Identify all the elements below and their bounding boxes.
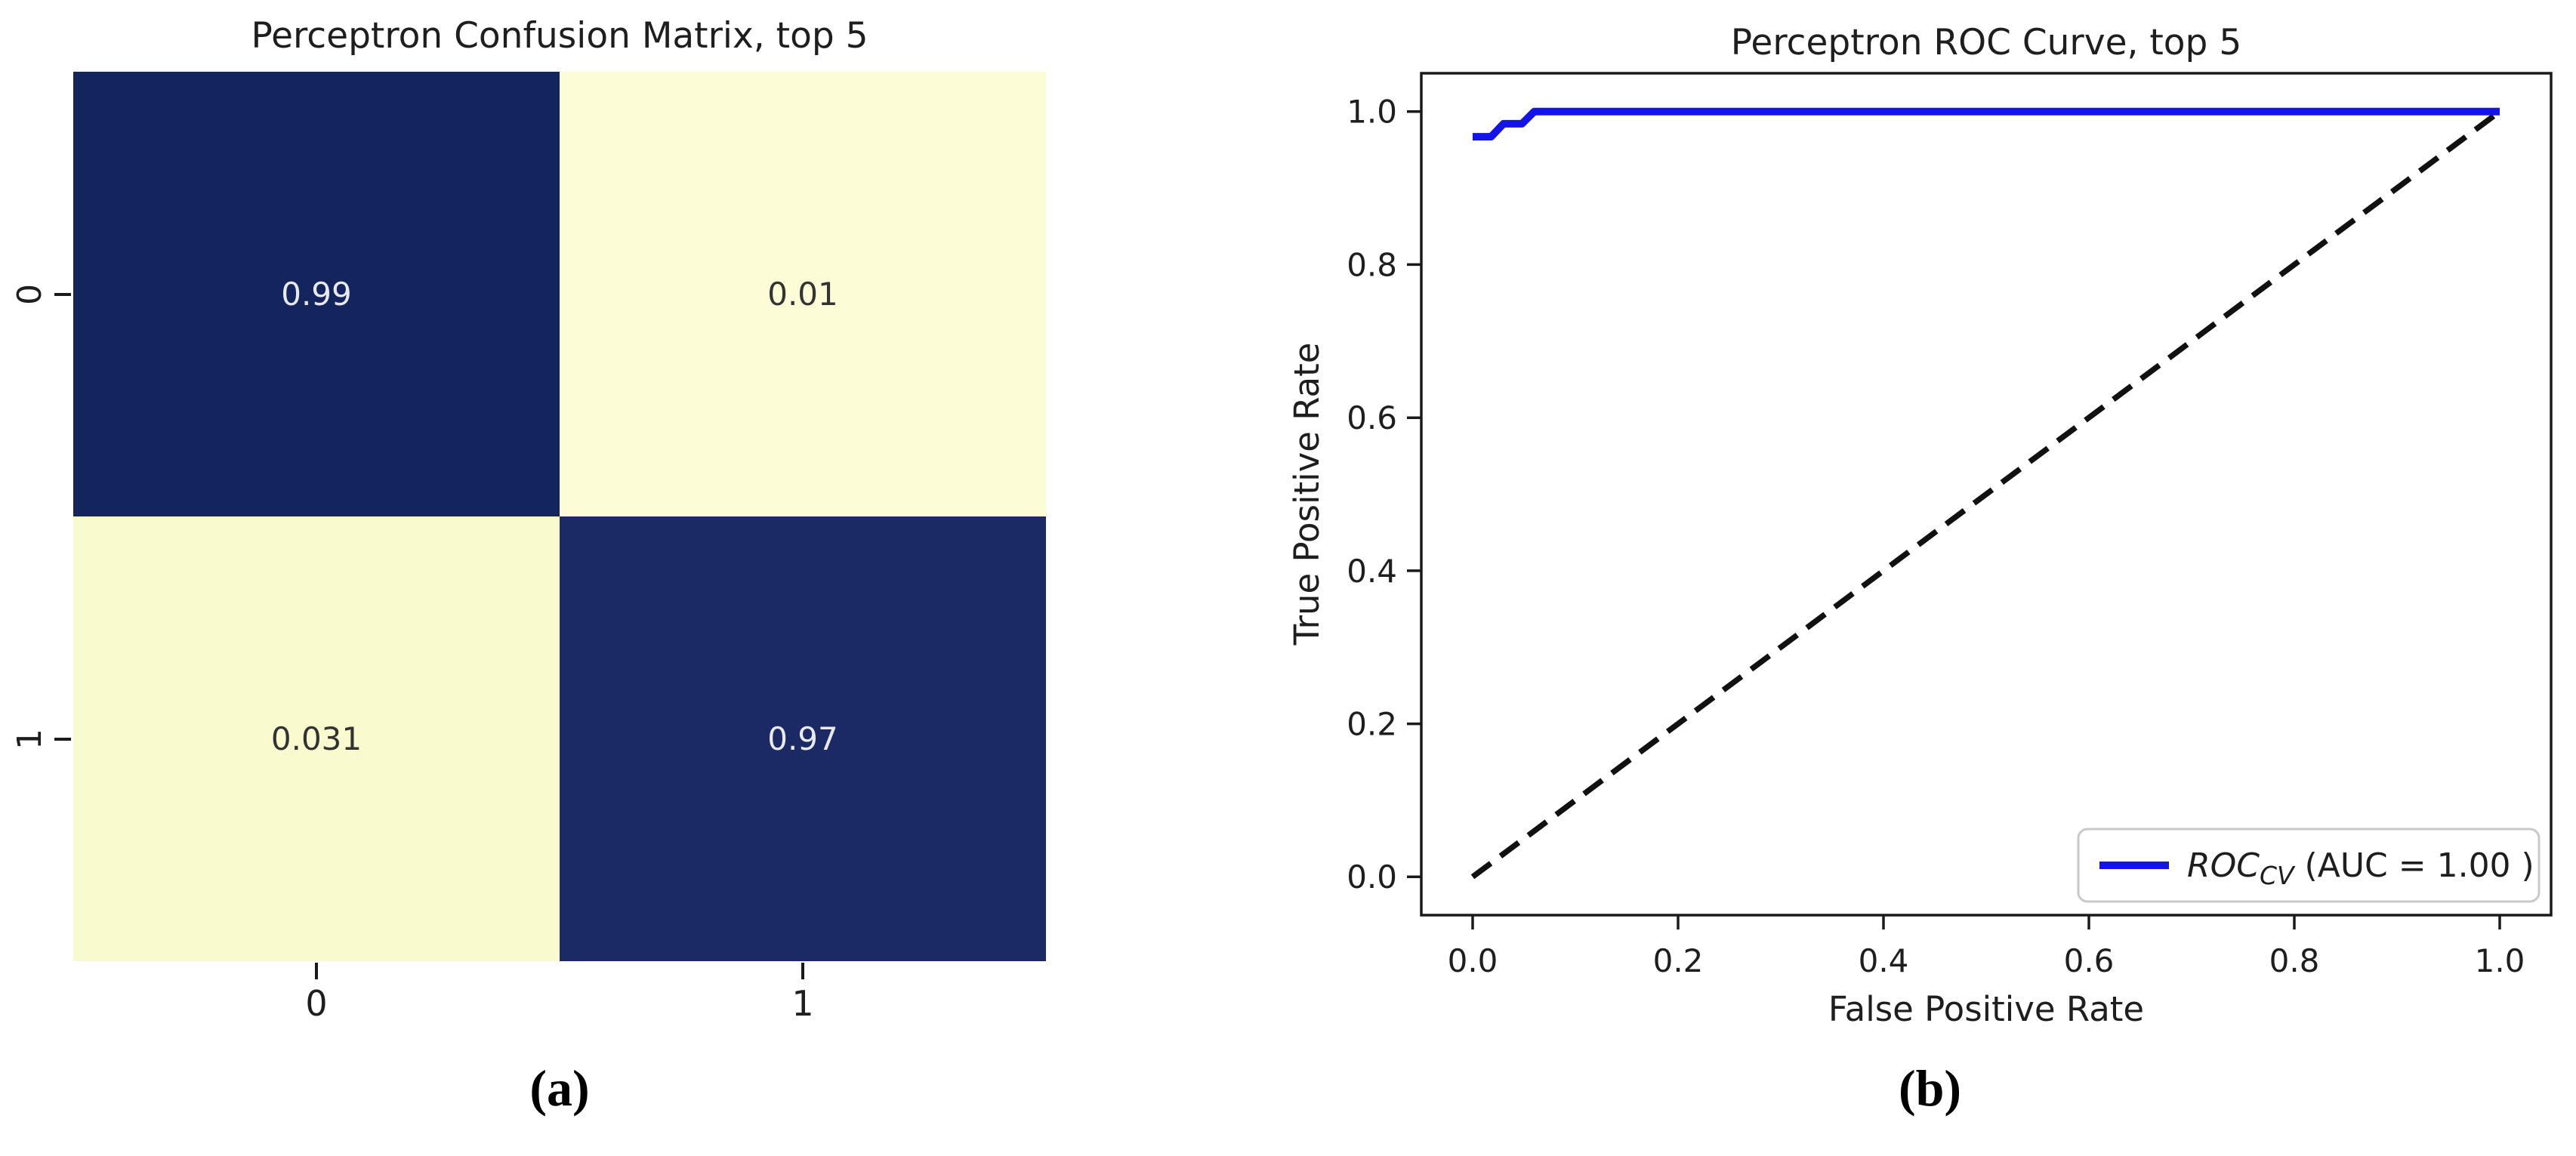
y-tick-label: 0.8	[1347, 246, 1397, 283]
legend-auc-text: (AUC = 1.00 )	[2294, 846, 2534, 885]
x-tick-mark-1	[801, 963, 804, 979]
x-tick-marks	[1471, 915, 2501, 929]
confusion-matrix-panel: Perceptron Confusion Matrix, top 5 0.99 …	[0, 0, 1284, 1156]
y-axis-label: True Positive Rate	[1287, 343, 1327, 646]
y-tick-mark-1	[54, 738, 71, 741]
x-axis-label: False Positive Rate	[1828, 989, 2144, 1029]
legend-label: ROCCV (AUC = 1.00 )	[2187, 846, 2534, 890]
x-tick-label-0: 0	[305, 983, 328, 1024]
y-tick-label: 0.4	[1347, 553, 1397, 590]
confusion-matrix-title: Perceptron Confusion Matrix, top 5	[251, 15, 868, 57]
y-tick-label: 0.2	[1347, 706, 1397, 743]
x-tick-label: 0.4	[1859, 942, 1909, 979]
plot-border	[1420, 72, 2553, 917]
confusion-cell-0-0: 0.99	[73, 72, 560, 516]
y-tick-marks	[1407, 109, 1421, 879]
subfigure-caption-b: (b)	[1898, 1059, 1962, 1117]
confusion-heatmap: 0.99 0.01 0.031 0.97	[73, 72, 1046, 961]
confusion-cell-1-1: 0.97	[560, 516, 1046, 961]
x-tick-mark-0	[315, 963, 318, 979]
y-tick-label: 0.0	[1347, 859, 1397, 896]
roc-legend: ROCCV (AUC = 1.00 )	[2077, 828, 2541, 903]
legend-series-name: ROC	[2187, 846, 2260, 885]
x-tick-label: 0.2	[1653, 942, 1704, 979]
x-tick-label: 1.0	[2475, 942, 2525, 979]
y-tick-label: 0.6	[1347, 399, 1397, 436]
confusion-cell-1-0: 0.031	[73, 516, 560, 961]
y-tick-mark-0	[54, 293, 71, 296]
subfigure-caption-a: (a)	[529, 1059, 590, 1117]
chance-line	[1470, 109, 2502, 880]
cell-value: 0.01	[767, 276, 838, 313]
legend-series-subscript: CV	[2260, 861, 2296, 890]
y-tick-label-0: 0	[10, 284, 49, 305]
y-tick-labels: 0.0 0.2 0.4 0.6 0.8 1.0	[1347, 94, 1397, 896]
x-tick-labels: 0.0 0.2 0.4 0.6 0.8 1.0	[1448, 942, 2525, 979]
roc-curve	[1473, 107, 2500, 141]
roc-curve-panel: Perceptron ROC Curve, top 5 0.0 0.2 0.4 …	[1284, 0, 2576, 1156]
legend-box	[2077, 828, 2541, 903]
y-tick-label: 1.0	[1347, 94, 1397, 131]
x-tick-label: 0.8	[2269, 942, 2320, 979]
cell-value: 0.99	[281, 276, 352, 313]
confusion-cell-0-1: 0.01	[560, 72, 1046, 516]
roc-plot: Perceptron ROC Curve, top 5 0.0 0.2 0.4 …	[1287, 22, 2553, 1029]
x-tick-label: 0.0	[1448, 942, 1498, 979]
cell-value: 0.97	[767, 720, 838, 757]
y-tick-label-1: 1	[10, 729, 49, 750]
cell-value: 0.031	[270, 720, 362, 757]
roc-title: Perceptron ROC Curve, top 5	[1731, 22, 2241, 63]
x-tick-label: 0.6	[2064, 942, 2115, 979]
x-tick-label-1: 1	[791, 983, 814, 1024]
